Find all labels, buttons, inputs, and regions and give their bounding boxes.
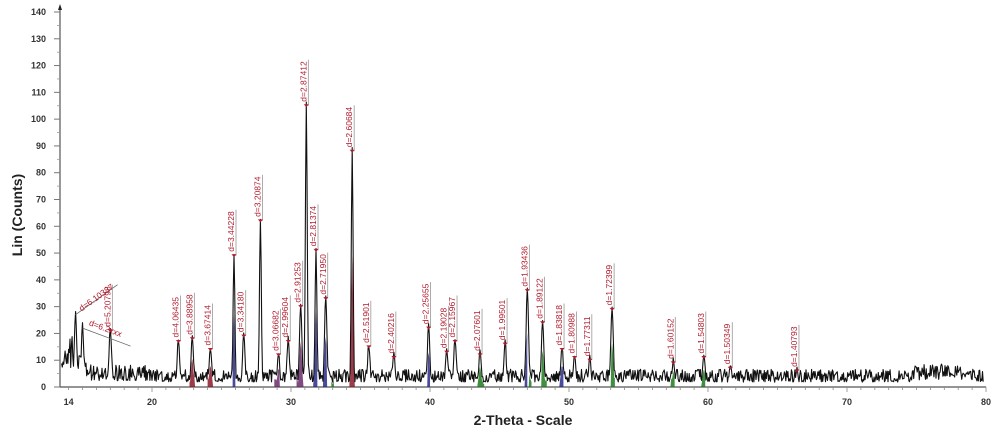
svg-text:d=1.77311: d=1.77311: [582, 316, 592, 356]
y-tick-label: 80: [36, 168, 46, 178]
svg-text:d=1.93436: d=1.93436: [519, 246, 529, 287]
svg-text:d=1.54803: d=1.54803: [696, 313, 706, 354]
peak-marker: d=2.40216: [386, 311, 397, 360]
y-axis-title: Lin (Counts): [9, 174, 25, 256]
svg-text:d=1.50349: d=1.50349: [722, 324, 732, 365]
svg-text:d=1.83818: d=1.83818: [554, 305, 564, 346]
svg-text:d=1.60152: d=1.60152: [665, 318, 675, 359]
peak-marker: d=2.87412: [298, 59, 309, 108]
peak-marker: d=1.89122: [535, 276, 546, 325]
peak-marker: d=3.44228: [226, 209, 237, 258]
svg-text:d=3.88958: d=3.88958: [184, 294, 194, 335]
svg-text:d=5.20798: d=5.20798: [102, 286, 112, 327]
y-tick-label: 50: [36, 248, 46, 258]
y-tick-label: 20: [36, 328, 46, 338]
svg-text:d=2.81374: d=2.81374: [308, 206, 318, 247]
peak-marker: d=2.07601: [472, 308, 483, 357]
svg-text:d=2.60684: d=2.60684: [344, 107, 354, 148]
svg-text:d=2.40216: d=2.40216: [386, 313, 396, 354]
svg-text:d=2.91253: d=2.91253: [293, 262, 303, 303]
svg-text:d=1.80988: d=1.80988: [567, 313, 577, 354]
peak-marker: d=4.06435: [170, 295, 181, 343]
svg-text:d=1.40793: d=1.40793: [789, 326, 799, 367]
peak-marker: d=3.67414: [202, 303, 213, 351]
peak-marker: d=2.71950: [318, 252, 329, 301]
svg-text:d=4.06435: d=4.06435: [170, 297, 180, 338]
y-tick-label: 100: [31, 114, 46, 124]
peak-marker: d=1.80988: [567, 311, 578, 360]
svg-text:d=1.99501: d=1.99501: [497, 299, 507, 340]
y-tick-label: 110: [31, 87, 46, 97]
y-axis: 0 10 20 30 40 50 60 70 80 90 100 110 120 130 140: [31, 4, 62, 392]
peak-marker: d=2.25655: [421, 282, 432, 330]
peak-marker: d=1.93436: [519, 244, 530, 293]
x-tick-label: 40: [425, 397, 435, 407]
svg-text:d=3.20874: d=3.20874: [252, 176, 262, 217]
svg-text:d=2.71950: d=2.71950: [318, 254, 328, 295]
peak-marker: d=2.15967: [447, 295, 458, 343]
svg-text:d=3.06682: d=3.06682: [270, 310, 280, 351]
svg-text:d=2.99604: d=2.99604: [280, 297, 290, 338]
x-tick-label: 80: [981, 397, 991, 407]
svg-text:d=2.25655: d=2.25655: [421, 283, 431, 324]
x-tick-label: 50: [564, 397, 574, 407]
peak-marker: d=3.34180: [236, 290, 247, 338]
peak-marker: d=3.88958: [184, 292, 195, 341]
svg-text:d=1.72399: d=1.72399: [604, 265, 614, 306]
y-tick-label: 10: [36, 355, 46, 365]
peak-marker: d=1.50349: [722, 322, 733, 370]
peak-marker: d=2.81374: [308, 204, 319, 252]
peak-marker: d=1.99501: [497, 298, 508, 346]
y-tick-label: 60: [36, 221, 46, 231]
x-axis-title: 2-Theta - Scale: [474, 412, 573, 428]
y-tick-label: 130: [31, 34, 46, 44]
peak-marker: d=1.72399: [604, 263, 615, 311]
x-tick-label: 60: [703, 397, 713, 407]
y-tick-label: 30: [36, 302, 46, 312]
x-tick-label: 20: [147, 397, 157, 407]
peak-marker: d=1.83818: [554, 303, 565, 351]
svg-text:d=1.89122: d=1.89122: [535, 278, 545, 319]
peak-marker: d=1.77311: [582, 314, 593, 362]
svg-text:d=2.19028: d=2.19028: [439, 307, 449, 348]
y-tick-label: 90: [36, 141, 46, 151]
x-tick-label: 70: [842, 397, 852, 407]
peak-marker: d=1.40793: [789, 324, 800, 373]
peak-marker: d=3.20874: [252, 174, 263, 223]
svg-text:d=2.51901: d=2.51901: [361, 302, 371, 343]
svg-text:d=2.15967: d=2.15967: [447, 297, 457, 338]
x-axis: 14 20 30 40 50 60 70 80: [60, 386, 991, 407]
y-tick-label: 70: [36, 195, 46, 205]
svg-text:d=2.07601: d=2.07601: [472, 310, 482, 351]
y-tick-label: 140: [31, 7, 46, 17]
peak-marker: d=2.91253: [293, 260, 304, 309]
svg-text:d=3.67414: d=3.67414: [202, 305, 212, 346]
peak-marker: d=2.60684: [344, 105, 355, 153]
x-tick-label: 14: [64, 397, 74, 407]
peak-marker: d=1.60152: [665, 316, 676, 365]
x-tick-label: 30: [286, 397, 296, 407]
svg-text:d=2.87412: d=2.87412: [298, 61, 308, 102]
svg-text:d=3.34180: d=3.34180: [236, 291, 246, 332]
peak-marker: d=5.20798: [102, 284, 113, 333]
y-tick-label: 40: [36, 275, 46, 285]
peak-marker: d=2.19028: [439, 306, 450, 354]
y-tick-label: 120: [31, 61, 46, 71]
svg-text:d=3.44228: d=3.44228: [226, 211, 236, 252]
peak-marker: d=2.51901: [361, 300, 372, 349]
y-tick-label: 0: [41, 382, 46, 392]
diffraction-trace: [61, 101, 984, 383]
peak-marker: d=1.54803: [696, 311, 707, 360]
peak-marker: d=2.99604: [280, 295, 291, 343]
peak-marker: d=3.06682: [270, 308, 281, 357]
